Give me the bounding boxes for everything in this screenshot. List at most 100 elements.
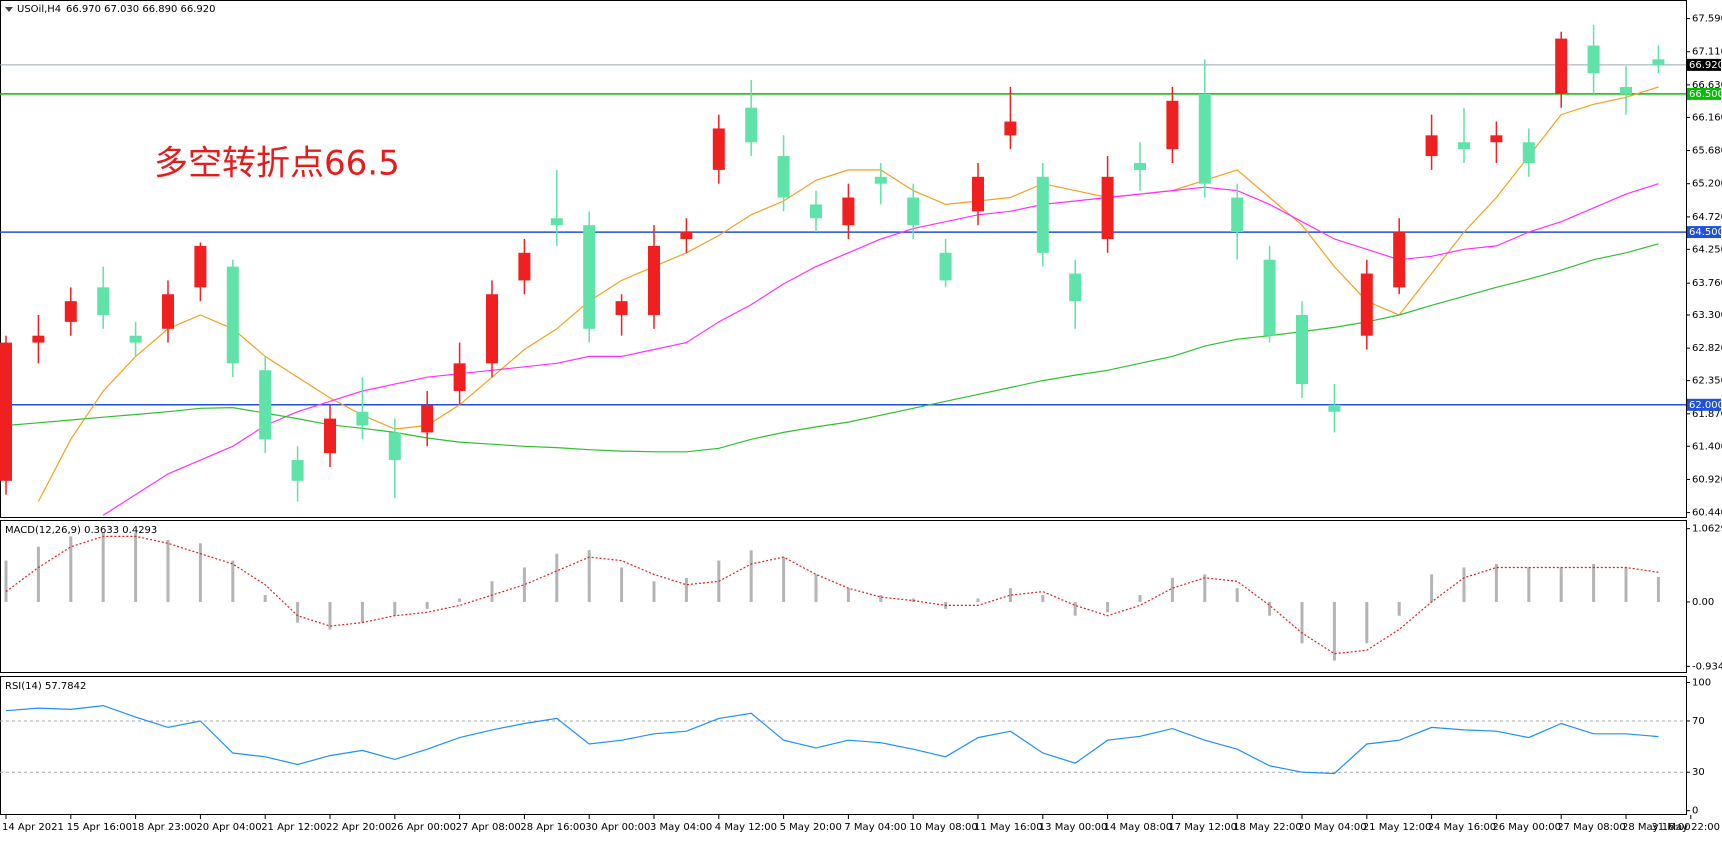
y-tick-label: 67.590 bbox=[1692, 14, 1722, 25]
macd-bar bbox=[1430, 574, 1434, 602]
macd-bar bbox=[620, 567, 624, 602]
macd-bar bbox=[684, 577, 688, 602]
price-tag-label: 66.920 bbox=[1689, 60, 1722, 71]
x-tick-label: 28 Apr 16:00 bbox=[520, 822, 585, 833]
candle-body bbox=[842, 197, 855, 226]
macd-bar bbox=[1008, 588, 1012, 602]
price-tag-label: 62.000 bbox=[1689, 400, 1722, 411]
candle-body bbox=[1296, 314, 1308, 385]
macd-bar bbox=[69, 536, 73, 602]
macd-bar bbox=[1106, 601, 1110, 613]
price-tag-label: 66.500 bbox=[1689, 89, 1722, 100]
candle-body bbox=[972, 176, 984, 212]
candle-body bbox=[745, 107, 758, 143]
indicator-line bbox=[5, 243, 1659, 453]
x-tick-label: 5 May 20:00 bbox=[780, 822, 842, 833]
ohlc: 66.970 67.030 66.890 66.920 bbox=[66, 4, 216, 15]
candle-body bbox=[324, 418, 336, 454]
x-tick-label: 18 May 22:00 bbox=[1233, 822, 1302, 833]
macd-bar bbox=[1527, 567, 1531, 602]
x-tick-label: 15 Apr 16:00 bbox=[67, 822, 132, 833]
candle-body bbox=[486, 294, 498, 364]
x-tick-label: 28 May 16:00 bbox=[1622, 822, 1691, 833]
macd-bar bbox=[166, 539, 170, 602]
candle-body bbox=[1069, 273, 1082, 302]
candle-body bbox=[712, 128, 725, 170]
x-tick-label: 20 Apr 04:00 bbox=[196, 822, 261, 833]
candle-body bbox=[939, 252, 952, 281]
price-tag bbox=[1687, 398, 1721, 411]
macd-bar bbox=[782, 557, 786, 602]
x-tick-label: 18 Apr 23:00 bbox=[132, 822, 197, 833]
candle-body bbox=[810, 204, 822, 219]
x-tick-label: 13 May 00:00 bbox=[1039, 822, 1108, 833]
macd-bar bbox=[1300, 601, 1304, 644]
macd-bar bbox=[879, 595, 883, 602]
y-tick-label: 64.250 bbox=[1692, 244, 1722, 255]
candle-body bbox=[1328, 404, 1341, 412]
macd-bar bbox=[1073, 601, 1077, 616]
macd-bar bbox=[587, 550, 591, 602]
macd-bar bbox=[1624, 567, 1628, 602]
macd-bar bbox=[1235, 588, 1239, 602]
candle-body bbox=[453, 363, 466, 391]
macd-bar bbox=[814, 574, 818, 602]
macd-bar bbox=[1170, 577, 1174, 602]
candle-body bbox=[226, 266, 239, 364]
candle-body bbox=[194, 245, 207, 288]
x-tick-label: 10 May 08:00 bbox=[909, 822, 978, 833]
x-tick-label: 3 May 04:00 bbox=[650, 822, 712, 833]
rsi-title: RSI(14) 57.7842 bbox=[5, 681, 86, 692]
macd-bar bbox=[1138, 595, 1142, 602]
x-tick-label: 24 May 16:00 bbox=[1428, 822, 1497, 833]
candle-body bbox=[1490, 135, 1503, 143]
macd-bar bbox=[1462, 567, 1466, 602]
candle-body bbox=[1620, 86, 1632, 94]
candle-body bbox=[1166, 100, 1179, 150]
macd-bar bbox=[360, 601, 364, 623]
x-tick-label: 20 May 04:00 bbox=[1298, 822, 1367, 833]
candle-body bbox=[1101, 176, 1114, 239]
candle-body bbox=[1425, 135, 1438, 157]
y-tick-label: 60.440 bbox=[1692, 508, 1722, 519]
candle-body bbox=[0, 342, 12, 481]
indicator-line bbox=[5, 535, 1659, 655]
indicator-line bbox=[102, 183, 1659, 516]
x-tick-label: 21 May 12:00 bbox=[1363, 822, 1432, 833]
y-tick-label: 0 bbox=[1692, 806, 1698, 817]
price-tag bbox=[1687, 87, 1721, 100]
macd-bar bbox=[1592, 564, 1596, 602]
candle-body bbox=[1360, 273, 1373, 336]
macd-bar bbox=[134, 532, 138, 602]
y-tick-label: 62.350 bbox=[1692, 376, 1722, 387]
macd-bar bbox=[555, 553, 559, 602]
price-tag bbox=[1687, 58, 1721, 71]
rsi-panel bbox=[0, 676, 1687, 815]
y-tick-label: 66.160 bbox=[1692, 112, 1722, 123]
macd-bar bbox=[198, 543, 202, 602]
macd-bar bbox=[1041, 595, 1045, 602]
x-tick-label: 21 Apr 12:00 bbox=[261, 822, 326, 833]
macd-title: MACD(12,26,9) 0.3633 0.4293 bbox=[5, 525, 157, 536]
x-tick-label: 26 Apr 00:00 bbox=[391, 822, 456, 833]
candle-body bbox=[97, 287, 110, 315]
macd-bar bbox=[911, 598, 915, 602]
macd-bar bbox=[1397, 601, 1401, 616]
candle-body bbox=[583, 225, 596, 329]
y-tick-label: 61.870 bbox=[1692, 409, 1722, 420]
x-tick-label: 27 Apr 08:00 bbox=[456, 822, 521, 833]
candle-body bbox=[162, 294, 174, 329]
candle-body bbox=[1393, 232, 1406, 288]
x-tick-label: 22 Apr 20:00 bbox=[326, 822, 391, 833]
macd-bar bbox=[101, 532, 105, 602]
price-tag bbox=[1687, 226, 1721, 239]
macd-bar bbox=[458, 598, 462, 602]
candle-body bbox=[907, 197, 920, 226]
symbol: USOil,H4 bbox=[17, 4, 61, 15]
candle-body bbox=[1587, 45, 1600, 74]
macd-bar bbox=[1268, 601, 1272, 616]
macd-bar bbox=[652, 581, 656, 602]
macd-bar bbox=[522, 567, 526, 602]
